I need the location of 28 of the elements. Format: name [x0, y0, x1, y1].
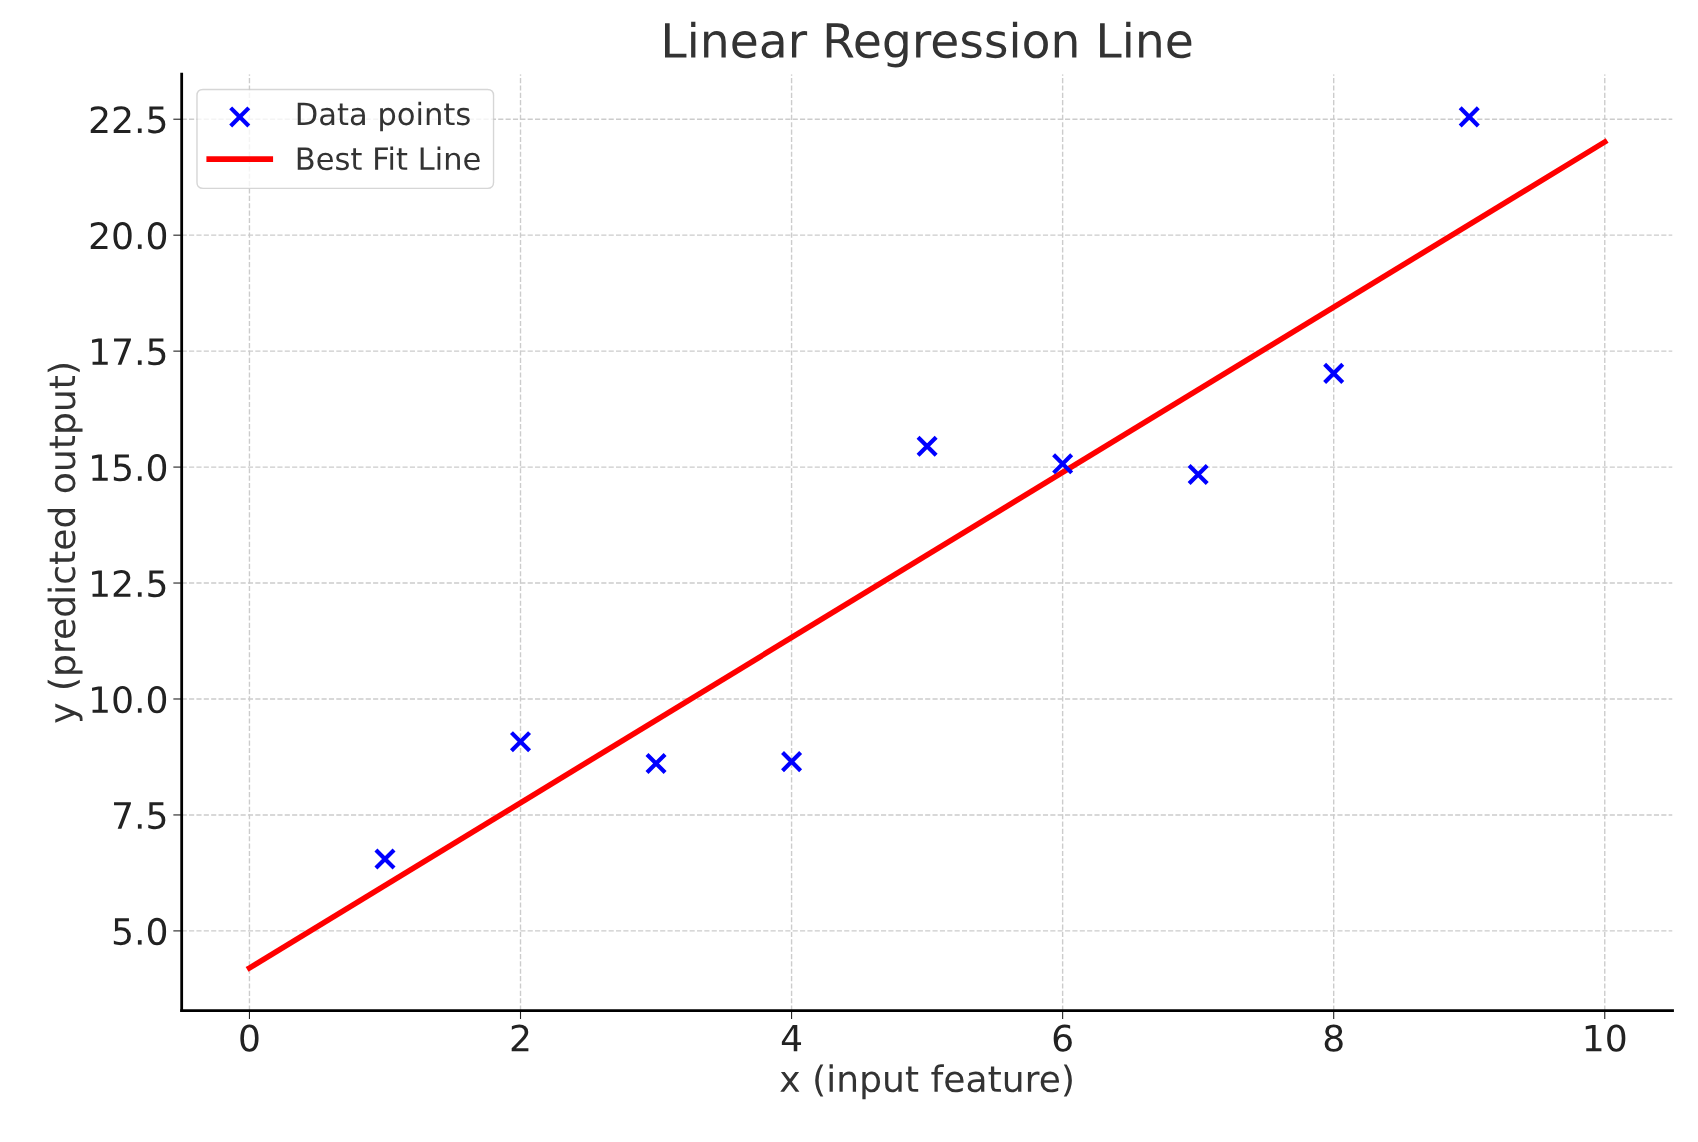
point	[373, 847, 397, 871]
point	[509, 730, 532, 753]
chart-title: Linear Regression Line	[665, 21, 1192, 68]
legend-label: Best Fit Line	[297, 146, 480, 171]
y-tick-label: 12.5	[92, 569, 166, 598]
point	[1322, 362, 1345, 385]
y-tick-label: 22.5	[90, 106, 166, 134]
x-tick-label: 0	[240, 1024, 259, 1052]
y-tick-label: 5.0	[113, 917, 167, 946]
point	[915, 435, 939, 458]
point	[1051, 452, 1074, 475]
y-tick-label: 10.0	[92, 685, 167, 714]
y-tick-label: 15.0	[92, 454, 167, 482]
point	[1458, 105, 1481, 129]
y-tick-label: 17.5	[92, 338, 166, 366]
x-axis-title: x (input feature)	[780, 1064, 1072, 1100]
point	[780, 750, 803, 773]
x-tick-label: 6	[1053, 1024, 1072, 1052]
x-tick-label: 2	[511, 1024, 529, 1052]
x-tick-label: 4	[781, 1024, 802, 1052]
y-tick-label: 20.0	[90, 222, 167, 250]
x-tick-label: 10	[1585, 1024, 1626, 1052]
point	[1187, 463, 1210, 486]
x-tick-label: 8	[1324, 1024, 1343, 1052]
y-axis-title: y (predicted output)	[47, 364, 83, 723]
point	[644, 752, 668, 775]
y-tick-label: 7.5	[114, 802, 166, 830]
legend-label: Data points	[297, 101, 470, 132]
